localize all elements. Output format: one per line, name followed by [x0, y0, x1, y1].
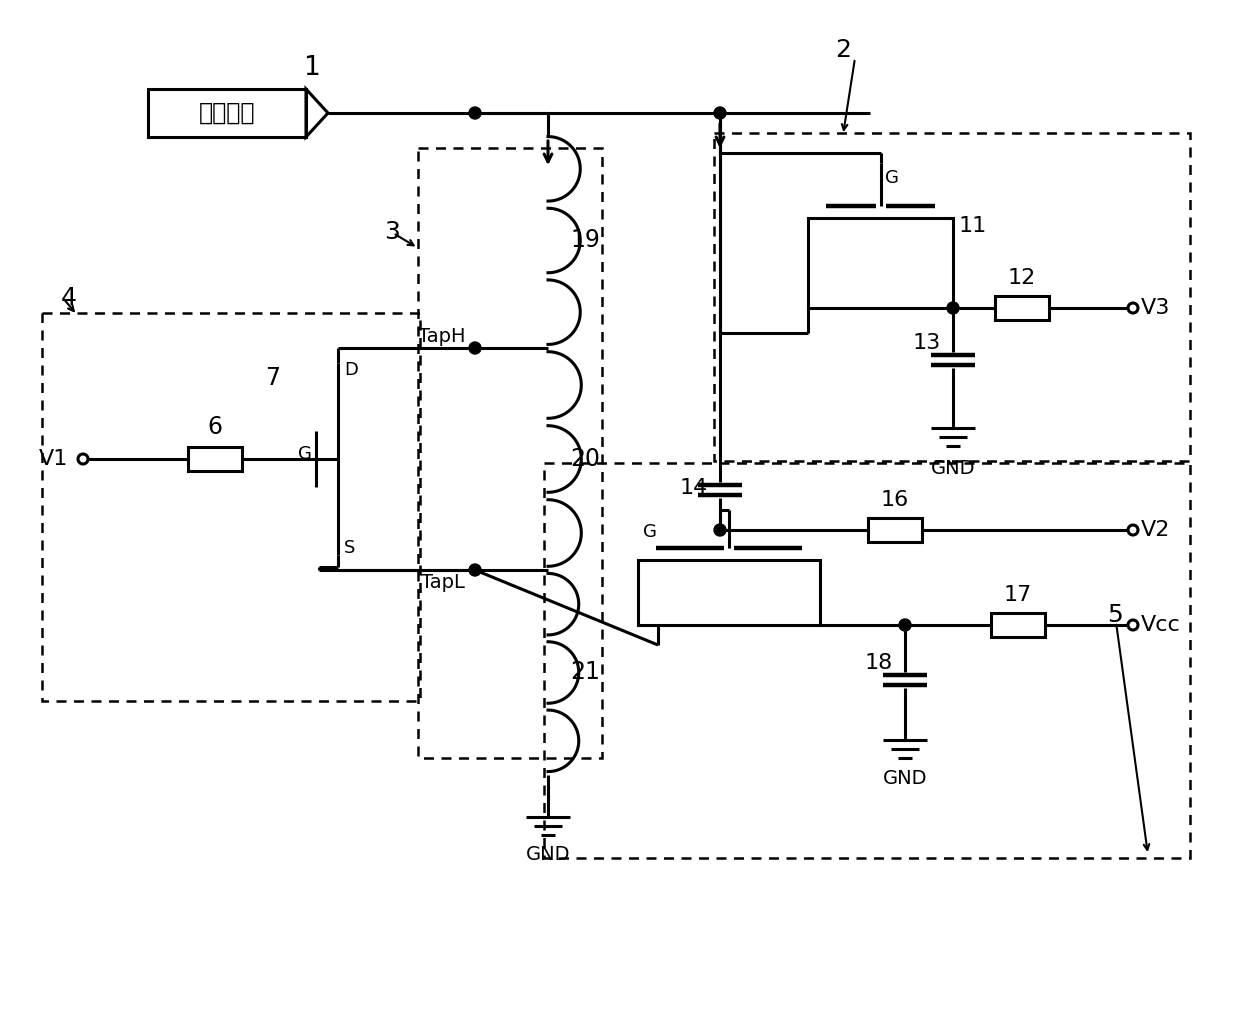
Text: GND: GND [526, 845, 570, 865]
Bar [639, 560, 820, 625]
Bar [808, 218, 954, 308]
Bar [148, 89, 306, 137]
Text: GND: GND [931, 459, 975, 478]
Text: 3: 3 [384, 220, 401, 244]
Bar [418, 148, 601, 758]
Text: 4: 4 [61, 286, 77, 310]
Text: D: D [791, 604, 805, 622]
Text: GND: GND [883, 769, 928, 788]
Circle shape [714, 107, 725, 119]
Bar [42, 313, 420, 701]
Circle shape [947, 302, 959, 314]
Text: G: G [298, 445, 312, 463]
Text: V1: V1 [38, 449, 68, 469]
Text: 21: 21 [570, 660, 600, 684]
Bar [188, 447, 242, 471]
Text: G: G [884, 169, 898, 187]
Text: S: S [343, 539, 356, 557]
Text: Vcc: Vcc [1141, 615, 1180, 635]
Text: 13: 13 [913, 333, 941, 354]
Circle shape [714, 524, 725, 536]
Text: 12: 12 [1008, 268, 1037, 288]
Text: D: D [924, 287, 937, 305]
Bar [544, 463, 1190, 858]
Text: V3: V3 [1141, 298, 1171, 318]
Bar [868, 518, 923, 542]
Text: 5: 5 [1107, 603, 1123, 627]
Circle shape [469, 342, 481, 354]
Text: S: S [655, 604, 666, 622]
Text: 18: 18 [864, 653, 893, 673]
Text: 17: 17 [1004, 585, 1032, 605]
Bar [991, 613, 1045, 637]
Text: 1: 1 [304, 55, 320, 81]
Text: TapL: TapL [422, 574, 465, 593]
Text: G: G [644, 523, 657, 541]
Text: S: S [825, 287, 836, 305]
Text: 7: 7 [265, 366, 280, 390]
Circle shape [469, 107, 481, 119]
Text: 19: 19 [570, 228, 600, 252]
Text: 输入端口: 输入端口 [198, 101, 255, 125]
Text: TapH: TapH [418, 326, 465, 345]
Circle shape [899, 619, 911, 631]
Text: V2: V2 [1141, 520, 1171, 540]
Text: 20: 20 [570, 447, 600, 471]
Bar [994, 296, 1049, 320]
Text: 15: 15 [639, 565, 666, 585]
Text: 14: 14 [680, 478, 708, 498]
Bar [714, 133, 1190, 461]
Text: D: D [343, 361, 358, 379]
Text: 11: 11 [959, 216, 987, 236]
Text: 2: 2 [835, 38, 851, 62]
Text: 16: 16 [880, 490, 909, 510]
Text: 6: 6 [207, 415, 222, 439]
Circle shape [469, 564, 481, 576]
